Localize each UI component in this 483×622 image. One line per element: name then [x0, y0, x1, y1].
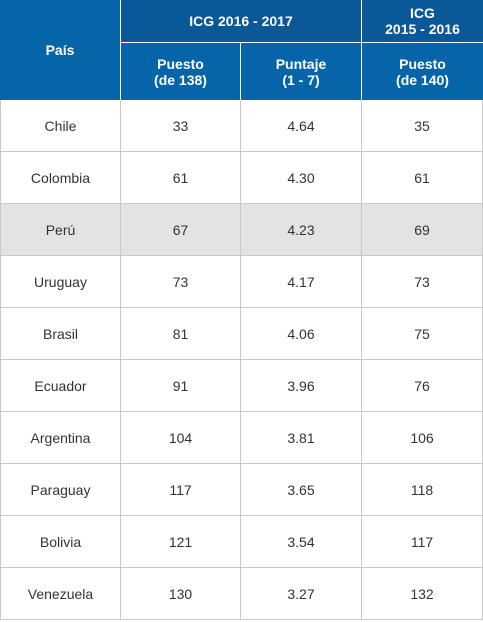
country-cell: Chile [0, 100, 121, 151]
puesto-2016-cell: 132 [362, 568, 483, 619]
puntaje-cell: 4.30 [241, 152, 362, 203]
country-cell: Uruguay [0, 256, 121, 307]
country-cell: Argentina [0, 412, 121, 463]
header-puntaje-line2: (1 - 7) [282, 71, 320, 88]
puesto-2016-cell: 69 [362, 204, 483, 255]
table-row: Ecuador 91 3.96 76 [0, 360, 483, 412]
header-puesto-de-140: Puesto (de 140) [362, 43, 483, 100]
puesto-2016-cell: 76 [362, 360, 483, 411]
puntaje-cell: 3.65 [241, 464, 362, 515]
header-puesto-de-138: Puesto (de 138) [121, 43, 240, 100]
table-row: Bolivia 121 3.54 117 [0, 516, 483, 568]
puesto-2017-cell: 130 [121, 568, 241, 619]
puesto-2017-cell: 73 [121, 256, 241, 307]
puesto-2017-cell: 61 [121, 152, 241, 203]
table-row: Venezuela 130 3.27 132 [0, 568, 483, 620]
country-cell: Paraguay [0, 464, 121, 515]
country-cell: Perú [0, 204, 121, 255]
puesto-2016-cell: 117 [362, 516, 483, 567]
header-puesto-138-line1: Puesto [157, 55, 204, 72]
table-row: Brasil 81 4.06 75 [0, 308, 483, 360]
country-cell: Ecuador [0, 360, 121, 411]
header-icg-2015-2016: ICG 2015 - 2016 [362, 0, 483, 42]
puntaje-cell: 3.96 [241, 360, 362, 411]
puesto-2016-cell: 61 [362, 152, 483, 203]
puesto-2016-cell: 106 [362, 412, 483, 463]
country-cell: Venezuela [0, 568, 121, 619]
header-puesto-140-line2: (de 140) [396, 71, 449, 88]
table-row: Argentina 104 3.81 106 [0, 412, 483, 464]
puesto-2017-cell: 117 [121, 464, 241, 515]
country-cell: Colombia [0, 152, 121, 203]
country-cell: Brasil [0, 308, 121, 359]
table-row: Paraguay 117 3.65 118 [0, 464, 483, 516]
puesto-2017-cell: 33 [121, 100, 241, 151]
puesto-2016-cell: 35 [362, 100, 483, 151]
header-icg-2016-2017-label: ICG 2016 - 2017 [189, 13, 293, 29]
table-row: Uruguay 73 4.17 73 [0, 256, 483, 308]
puesto-2016-cell: 75 [362, 308, 483, 359]
header-pais: País [0, 0, 120, 100]
header-puesto-140-line1: Puesto [399, 55, 446, 72]
header-icg-2016-2017: ICG 2016 - 2017 [121, 0, 361, 42]
puntaje-cell: 4.64 [241, 100, 362, 151]
header-puesto-138-line2: (de 138) [154, 71, 207, 88]
header-icg-2015-2016-line2: 2015 - 2016 [385, 21, 460, 37]
puesto-2017-cell: 81 [121, 308, 241, 359]
table-row-highlighted: Perú 67 4.23 69 [0, 204, 483, 256]
table-row: Chile 33 4.64 35 [0, 100, 483, 152]
puesto-2017-cell: 104 [121, 412, 241, 463]
puntaje-cell: 3.27 [241, 568, 362, 619]
puesto-2017-cell: 91 [121, 360, 241, 411]
puntaje-cell: 3.54 [241, 516, 362, 567]
puesto-2017-cell: 67 [121, 204, 241, 255]
table-row: Colombia 61 4.30 61 [0, 152, 483, 204]
header-puntaje: Puntaje (1 - 7) [241, 43, 361, 100]
puesto-2016-cell: 118 [362, 464, 483, 515]
header-icg-2015-2016-line1: ICG [410, 5, 435, 21]
puesto-2016-cell: 73 [362, 256, 483, 307]
header-pais-label: País [45, 42, 75, 58]
puesto-2017-cell: 121 [121, 516, 241, 567]
puntaje-cell: 3.81 [241, 412, 362, 463]
country-cell: Bolivia [0, 516, 121, 567]
puntaje-cell: 4.17 [241, 256, 362, 307]
table-body: Chile 33 4.64 35 Colombia 61 4.30 61 Per… [0, 100, 483, 620]
puntaje-cell: 4.23 [241, 204, 362, 255]
puntaje-cell: 4.06 [241, 308, 362, 359]
header-puntaje-line1: Puntaje [275, 55, 327, 72]
